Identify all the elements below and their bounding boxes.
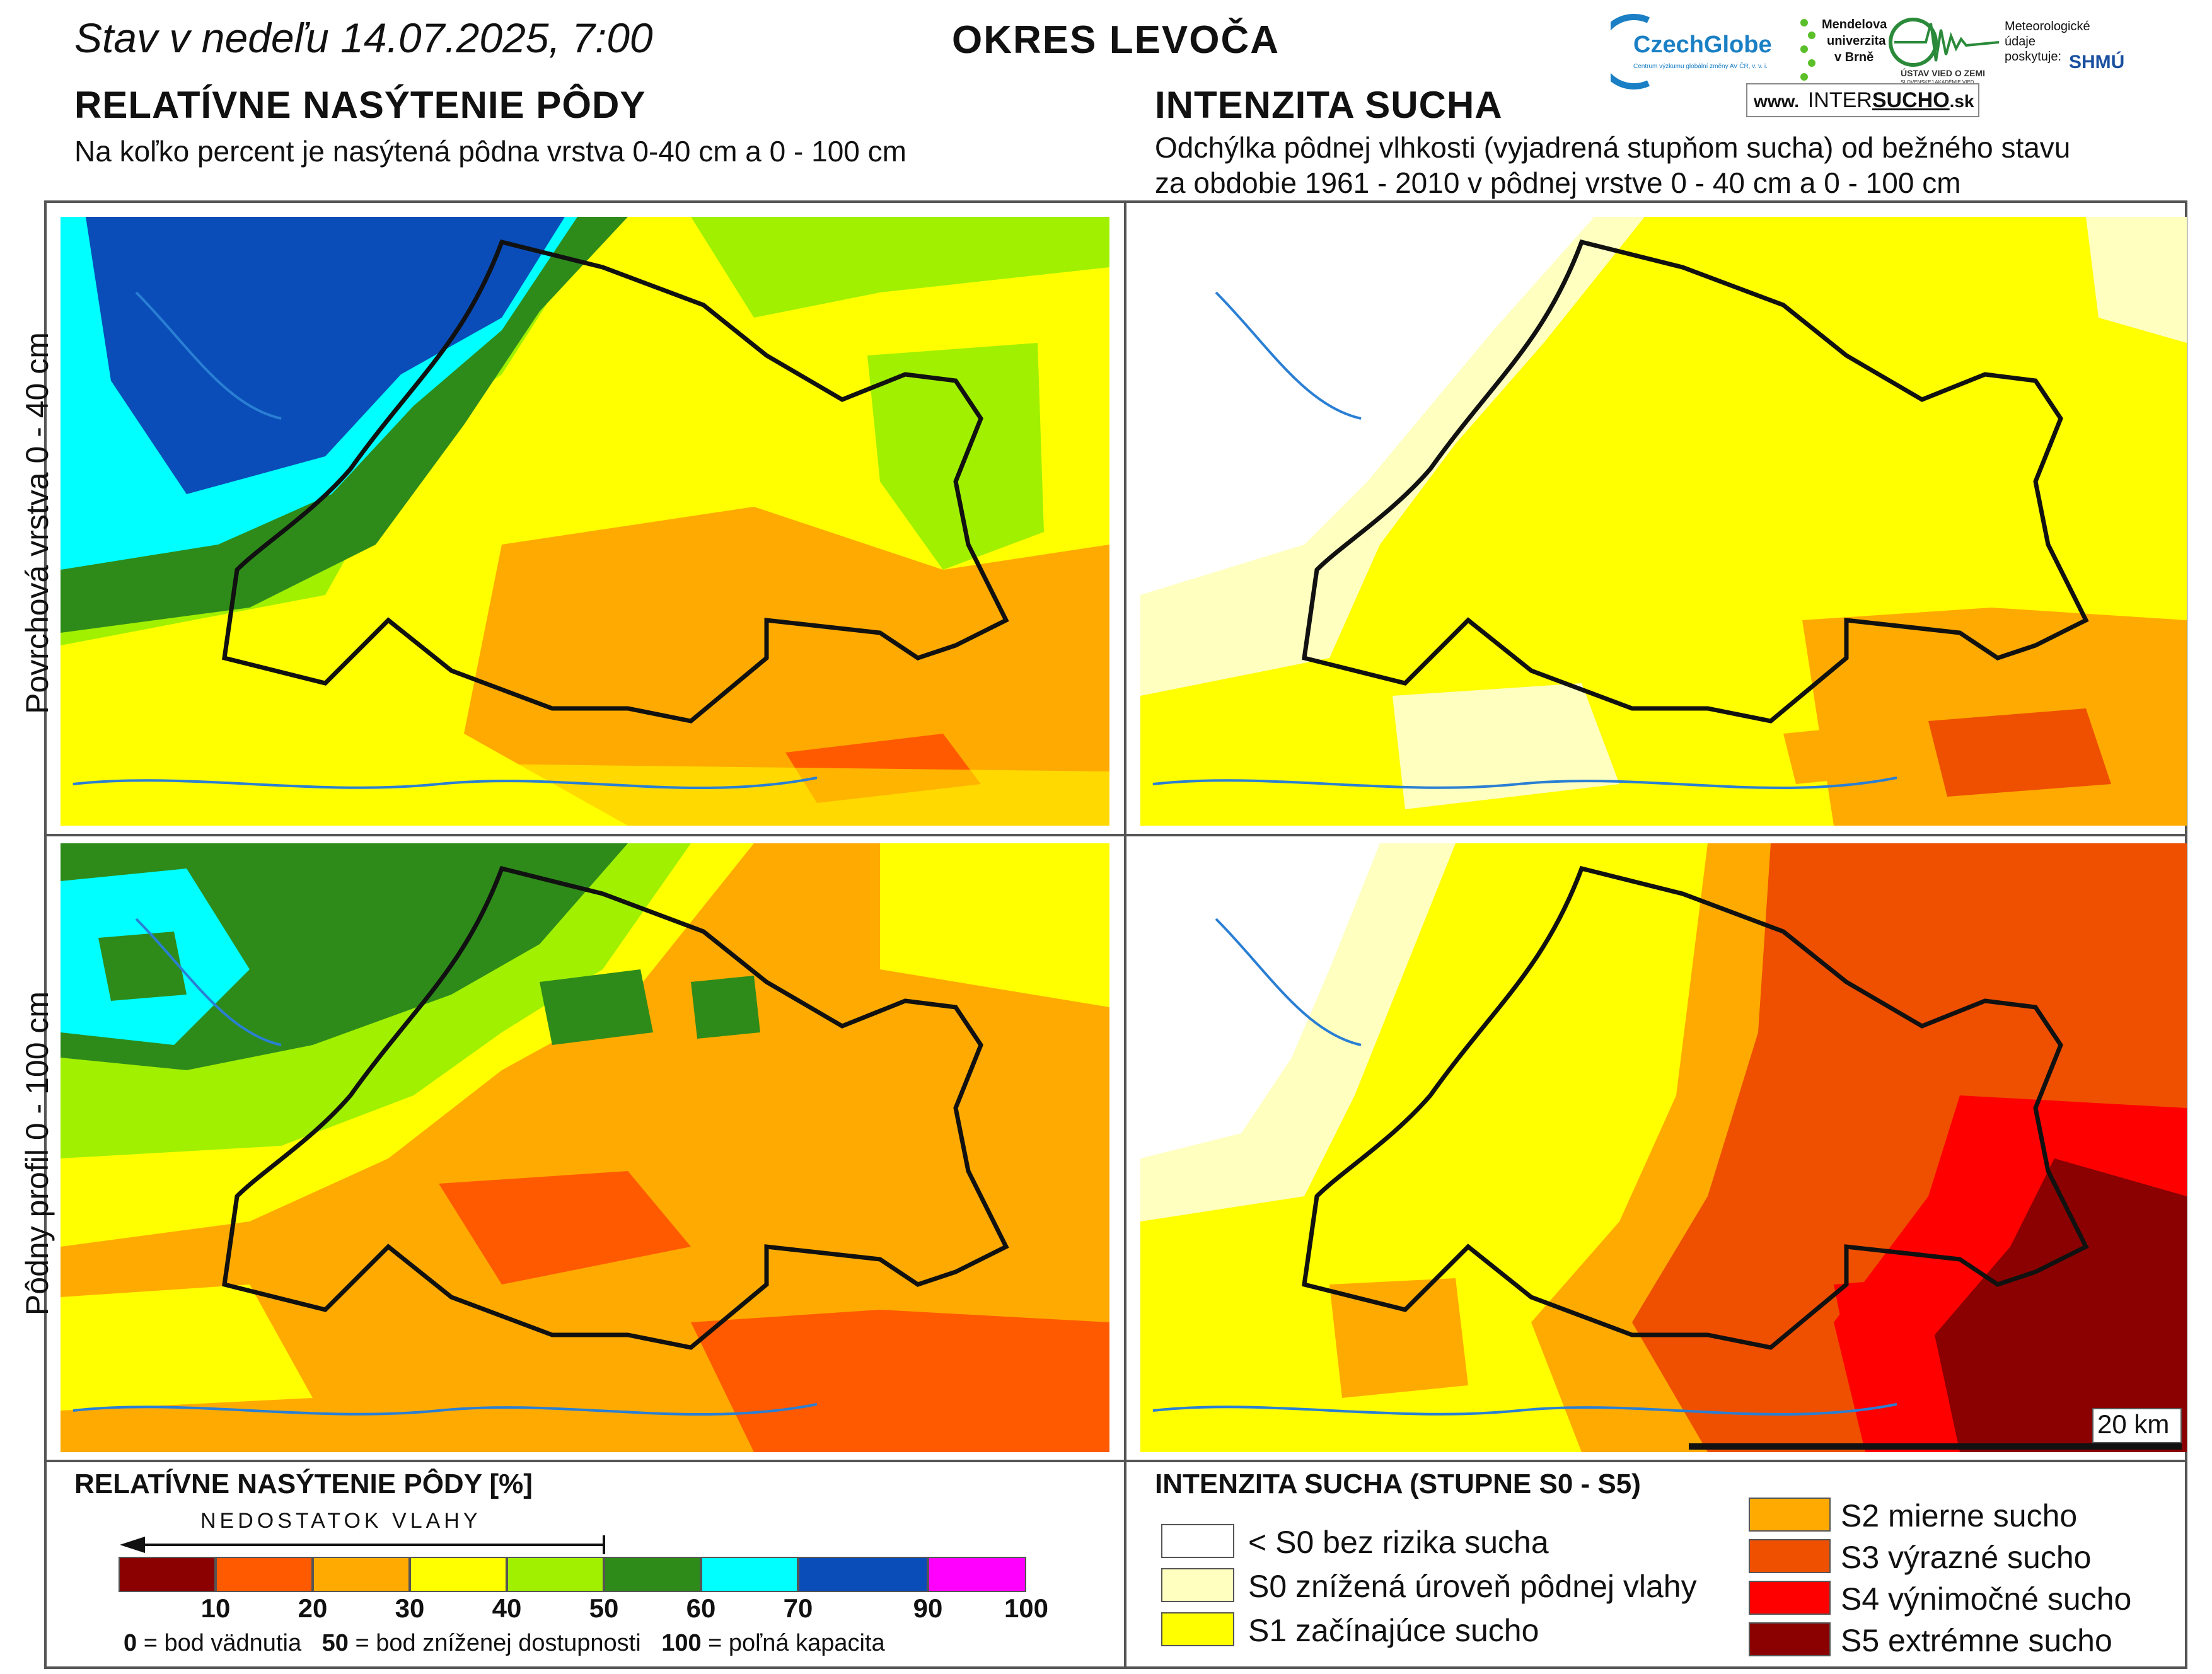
- tick-60: 60: [686, 1593, 716, 1623]
- mendel-logo: Mendelova univerzita v Brně: [1797, 14, 1887, 89]
- colorbar-seg-7: [701, 1557, 798, 1592]
- colorbar-seg-3: [313, 1557, 410, 1592]
- legend-left-title: RELATÍVNE NASÝTENIE PÔDY [%]: [74, 1469, 533, 1499]
- tick-10: 10: [200, 1593, 231, 1623]
- seismograph-icon: [1889, 18, 2000, 67]
- drought-box-s5: [1749, 1622, 1831, 1656]
- arrow-left-icon: [120, 1535, 605, 1554]
- uvz-text: ÚSTAV VIED O ZEMI: [1901, 68, 1986, 78]
- note-0-value: 0: [124, 1630, 137, 1656]
- colorbar-seg-2: [216, 1557, 313, 1592]
- map-drought-profile: 20 km: [1140, 843, 2187, 1452]
- meteo-line-2: údaje: [2005, 35, 2035, 49]
- intersucho-prefix: www.: [1754, 91, 1800, 111]
- meteo-line-1: Meteorologické: [2005, 20, 2090, 33]
- colorbar-seg-4: [410, 1557, 507, 1592]
- note-50-value: 50: [321, 1630, 349, 1656]
- left-subtitle: Na koľko percent je nasýtená pôdna vrstv…: [74, 135, 906, 168]
- shmu-logo: SHMÚ: [2069, 52, 2125, 72]
- intersucho-link[interactable]: www. INTERSUCHO.sk: [1746, 83, 1979, 117]
- colorbar-seg-1: [119, 1557, 216, 1592]
- czechglobe-logo: CzechGlobe Centrum výzkumu globální změn…: [1596, 14, 1793, 89]
- drought-box-s0: [1161, 1568, 1234, 1602]
- drought-label-s1: S1 začínajúce sucho: [1248, 1613, 1539, 1648]
- scale-label: 20 km: [2097, 1409, 2170, 1439]
- right-subtitle-2: za obdobie 1961 - 2010 v pôdnej vrstve 0…: [1155, 166, 1961, 199]
- right-title: INTENZITA SUCHA: [1155, 84, 1503, 126]
- note-0-text: = bod vädnutia: [137, 1630, 302, 1656]
- drought-box-s4: [1749, 1581, 1831, 1615]
- tick-20: 20: [298, 1593, 328, 1623]
- map-saturation-profile-svg: [61, 843, 1109, 1452]
- legend-arrow-label: NEDOSTATOK VLAHY: [200, 1509, 482, 1533]
- middle-divider: [44, 834, 2187, 836]
- mendel-dots-icon: [1800, 19, 1815, 81]
- drought-label-s5: S5 extrémne sucho: [1841, 1623, 2112, 1658]
- mendel-line-3: v Brně: [1834, 50, 1874, 64]
- drought-box-below-s0: [1161, 1524, 1234, 1558]
- drought-box-s2: [1749, 1498, 1831, 1532]
- map-drought-topsoil-svg: [1140, 217, 2187, 826]
- mendel-line-1: Mendelova: [1822, 18, 1887, 32]
- legend-divider: [44, 1460, 2187, 1462]
- colorbar: [119, 1557, 1026, 1592]
- tick-40: 40: [492, 1593, 522, 1623]
- map-saturation-topsoil-svg: [61, 217, 1109, 826]
- left-title: RELATÍVNE NASÝTENIE PÔDY: [74, 84, 646, 126]
- drought-label-s4: S4 výnimočné sucho: [1841, 1581, 2132, 1617]
- row-label-bottom: Pôdny profil 0 - 100 cm: [20, 991, 55, 1316]
- tick-90: 90: [913, 1593, 943, 1623]
- map-drought-profile-svg: [1140, 843, 2187, 1452]
- czechglobe-text: CzechGlobe: [1633, 32, 1772, 58]
- drought-label-s3: S3 výrazné sucho: [1841, 1540, 2092, 1575]
- czechglobe-small-text: Centrum výzkumu globální změny AV ČR, v.…: [1633, 63, 1768, 70]
- map-drought-topsoil: [1140, 217, 2187, 826]
- vertical-divider: [1124, 200, 1126, 1669]
- district-title: OKRES LEVOČA: [952, 18, 1280, 62]
- note-100-value: 100: [661, 1630, 702, 1656]
- mendel-line-2: univerzita: [1827, 34, 1886, 48]
- legend-right-title: INTENZITA SUCHA (STUPNE S0 - S5): [1155, 1469, 1641, 1499]
- legend-notes: 0 = bod vädnutia 50 = bod zníženej dostu…: [124, 1630, 885, 1657]
- map-saturation-topsoil: [61, 217, 1109, 826]
- drought-label-below-s0: < S0 bez rizika sucha: [1248, 1525, 1549, 1560]
- date-line: Stav v nedeľu 14.07.2025, 7:00: [74, 14, 653, 61]
- meteo-provider: Meteorologické údaje poskytuje: SHMÚ: [2005, 19, 2131, 88]
- intersucho-inter: INTER: [1807, 88, 1872, 112]
- intersucho-suffix: .sk: [1949, 91, 1974, 111]
- drought-box-s3: [1749, 1539, 1831, 1573]
- intersucho-sucho: SUCHO: [1872, 88, 1950, 112]
- scale-bar: [1689, 1443, 2182, 1450]
- meteo-line-3: poskytuje:: [2005, 50, 2062, 64]
- uvz-logo: ÚSTAV VIED O ZEMI SLOVENSKEJ AKADÉMIE VI…: [1888, 14, 2001, 89]
- uvz-small-text: SLOVENSKEJ AKADÉMIE VIED: [1901, 79, 1974, 85]
- note-50-text: = bod zníženej dostupnosti: [348, 1630, 641, 1656]
- colorbar-seg-8: [798, 1557, 928, 1592]
- tick-70: 70: [783, 1593, 813, 1623]
- scale-box: [2092, 1408, 2182, 1443]
- colorbar-seg-9: [928, 1557, 1026, 1592]
- colorbar-seg-6: [604, 1557, 701, 1592]
- right-subtitle-1: Odchýlka pôdnej vlhkosti (vyjadrená stup…: [1155, 131, 2071, 164]
- tick-30: 30: [395, 1593, 425, 1623]
- tick-100: 100: [1004, 1593, 1049, 1623]
- colorbar-seg-5: [507, 1557, 604, 1592]
- drought-box-s1: [1161, 1612, 1234, 1646]
- drought-label-s0: S0 znížená úroveň pôdnej vlahy: [1248, 1569, 1697, 1604]
- drought-label-s2: S2 mierne sucho: [1841, 1498, 2078, 1533]
- row-label-top: Povrchová vrstva 0 - 40 cm: [20, 332, 55, 714]
- tick-50: 50: [589, 1593, 619, 1623]
- note-100-text: = poľná kapacita: [701, 1630, 885, 1656]
- map-saturation-profile: [61, 843, 1109, 1452]
